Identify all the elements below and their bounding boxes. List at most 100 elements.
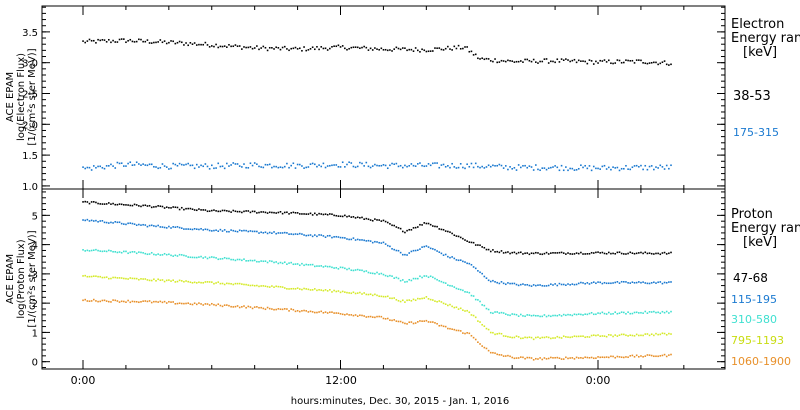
electron-38-53-point [580,60,582,63]
electron-175-315-point [565,166,567,168]
electron-175-315-point [466,163,468,166]
proton-47-68-point [618,251,621,253]
proton-310-580-point [655,311,657,314]
electron-38-53-point [545,58,548,60]
proton-795-1193-point [631,334,634,337]
proton-310-580-point [597,312,599,314]
proton-47-68-point [434,225,436,228]
electron-38-53-point [352,46,355,49]
proton-47-68-point [442,228,445,231]
electron-38-53-point [502,60,505,62]
proton-47-68-point [479,244,481,247]
electron-38-53-point [657,63,659,66]
electron-175-315-point [215,167,217,169]
proton-115-195-point [391,247,393,250]
proton-47-68-point [316,214,318,216]
proton-47-68-point [425,222,428,225]
proton-795-1193-point [444,303,447,306]
proton-795-1193-point [560,337,563,339]
proton-47-68-point [348,215,350,217]
proton-310-580-point [457,288,460,290]
proton-115-195-point [148,224,151,227]
proton-310-580-point [256,260,258,263]
electron-38-53-point [650,61,653,64]
electron-38-53-point [659,62,662,65]
proton-795-1193-point [457,308,460,310]
electron-38-53-point [380,47,383,50]
proton-310-580-point [665,310,668,313]
proton-310-580-point [633,311,636,314]
electron-38-53-point [406,49,408,52]
electron-175-315-point [457,166,460,169]
proton-47-68-point [472,241,475,244]
proton-1060-1900-point [612,355,614,358]
proton-1060-1900-point [354,314,357,316]
proton-47-68-point [170,207,172,209]
proton-47-68-point [363,218,365,220]
proton-1060-1900-point [140,301,142,303]
proton-310-580-point [114,251,117,253]
proton-310-580-point [125,250,127,253]
electron-38-53-point [301,49,303,52]
proton-310-580-point [550,315,552,318]
proton-310-580-point [571,314,574,317]
proton-47-68-point [376,219,378,221]
proton-1060-1900-point [301,310,303,312]
electron-38-53-point [625,59,627,61]
proton-115-195-point [138,223,140,226]
proton-47-68-point [391,224,393,227]
proton-47-68-point [251,210,254,213]
proton-1060-1900-point [114,299,117,302]
proton-310-580-point [466,291,468,293]
proton-47-68-point [419,223,421,226]
proton-1060-1900-point [307,311,310,313]
proton-795-1193-point [185,280,187,282]
electron-175-315-point [567,169,569,172]
proton-795-1193-point [249,284,252,287]
electron-175-315-point [440,164,443,166]
proton-310-580-point [554,314,556,317]
electron-38-53-point [243,46,245,48]
proton-795-1193-point [395,298,398,301]
proton-795-1193-point [447,304,449,307]
electron-38-53-point [500,59,503,62]
electron-38-53-point [103,39,106,41]
proton-1060-1900-point [466,332,468,334]
proton-115-195-point [646,282,649,285]
electron-175-315-point [507,168,509,171]
x-tick-label-24: 0:00 [586,374,611,387]
proton-1060-1900-point [494,352,496,354]
electron-38-53-point [202,43,205,46]
proton-310-580-point [607,311,610,314]
proton-115-195-point [344,237,346,239]
proton-795-1193-point [135,277,138,280]
proton-115-195-point [425,245,428,247]
proton-47-68-point [189,207,192,210]
proton-115-195-point [653,281,655,284]
electron-175-315-point [223,167,226,170]
electron-175-315-point [125,165,127,167]
proton-795-1193-point [228,282,230,285]
electron-38-53-point [108,38,110,41]
electron-38-53-point [603,59,606,61]
electron-175-315-point [655,166,657,168]
proton-310-580-point [522,315,524,317]
electron-38-53-point [361,46,363,49]
proton-47-68-point [331,213,333,216]
proton-47-68-point [262,211,265,213]
proton-1060-1900-point [537,358,539,360]
proton-795-1193-point [655,332,657,335]
electron-175-315-point [286,162,288,165]
proton-1060-1900-point [88,300,91,303]
electron-38-53-point [341,45,344,47]
electron-38-53-point [165,42,168,45]
electron-175-315-point [341,161,344,164]
proton-47-68-point [339,215,342,218]
proton-795-1193-point [324,289,327,291]
electron-38-53-point [172,40,174,43]
proton-1060-1900-point [153,300,155,303]
proton-310-580-point [618,312,621,315]
proton-795-1193-point [485,327,488,330]
electron-38-53-point [601,60,604,62]
proton-310-580-point [92,249,95,252]
